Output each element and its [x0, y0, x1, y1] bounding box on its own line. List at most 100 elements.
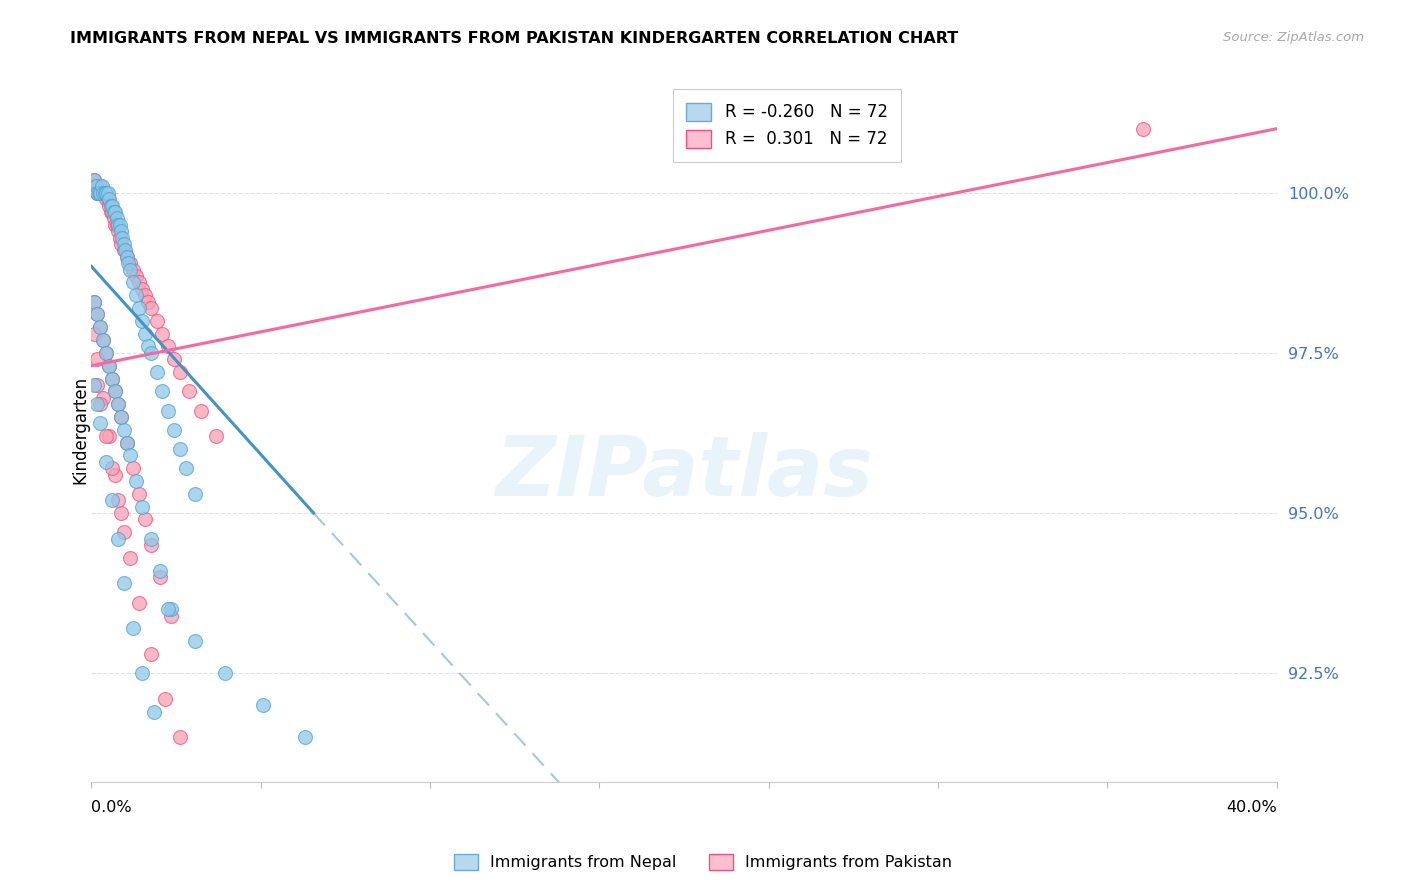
Point [214, 666, 236, 681]
Point [104, 384, 127, 399]
Legend: Immigrants from Nepal, Immigrants from Pakistan: Immigrants from Nepal, Immigrants from P… [447, 847, 959, 877]
Point [83, 294, 105, 309]
Point [115, 435, 138, 450]
Point [112, 525, 135, 540]
Point [90, 179, 112, 194]
Point [121, 621, 143, 635]
Point [108, 230, 131, 244]
Point [91, 333, 114, 347]
Point [97, 186, 120, 200]
Point [98, 192, 121, 206]
Text: ZIPatlas: ZIPatlas [495, 432, 873, 513]
Point [142, 705, 165, 719]
Point [131, 314, 153, 328]
Point [110, 409, 132, 424]
Point [101, 371, 124, 385]
Point [114, 244, 136, 258]
Text: IMMIGRANTS FROM NEPAL VS IMMIGRANTS FROM PAKISTAN KINDERGARTEN CORRELATION CHART: IMMIGRANTS FROM NEPAL VS IMMIGRANTS FROM… [70, 31, 959, 46]
Point [115, 250, 138, 264]
Text: 40.0%: 40.0% [1226, 800, 1277, 815]
Point [83, 294, 105, 309]
Point [107, 397, 129, 411]
Point [163, 423, 186, 437]
Point [89, 179, 111, 194]
Point [131, 282, 153, 296]
Point [294, 730, 316, 744]
Point [157, 602, 180, 616]
Point [86, 308, 108, 322]
Point [83, 326, 105, 341]
Point [86, 397, 108, 411]
Point [163, 352, 186, 367]
Point [160, 608, 183, 623]
Point [134, 288, 156, 302]
Point [86, 186, 108, 200]
Point [157, 403, 180, 417]
Point [83, 173, 105, 187]
Point [89, 320, 111, 334]
Point [169, 365, 191, 379]
Point [148, 570, 170, 584]
Point [157, 339, 180, 353]
Point [89, 397, 111, 411]
Point [89, 320, 111, 334]
Point [98, 198, 121, 212]
Point [145, 365, 167, 379]
Point [139, 301, 162, 315]
Point [110, 409, 132, 424]
Point [252, 698, 274, 713]
Point [125, 268, 148, 283]
Point [84, 179, 107, 194]
Point [98, 359, 121, 373]
Point [128, 596, 150, 610]
Point [93, 186, 115, 200]
Point [96, 346, 118, 360]
Point [105, 218, 128, 232]
Point [152, 326, 174, 341]
Point [103, 211, 125, 226]
Point [136, 294, 159, 309]
Point [100, 198, 122, 212]
Point [139, 346, 162, 360]
Y-axis label: Kindergarten: Kindergarten [72, 376, 89, 483]
Point [97, 192, 120, 206]
Point [101, 198, 124, 212]
Point [128, 276, 150, 290]
Point [110, 224, 132, 238]
Point [115, 435, 138, 450]
Point [98, 429, 121, 443]
Point [179, 384, 201, 399]
Point [108, 218, 131, 232]
Point [91, 186, 114, 200]
Point [110, 237, 132, 252]
Point [118, 262, 141, 277]
Point [83, 173, 105, 187]
Point [152, 384, 174, 399]
Point [128, 301, 150, 315]
Point [86, 308, 108, 322]
Point [118, 550, 141, 565]
Point [139, 538, 162, 552]
Point [111, 230, 134, 244]
Point [115, 250, 138, 264]
Point [91, 391, 114, 405]
Point [86, 186, 108, 200]
Point [86, 378, 108, 392]
Point [107, 397, 129, 411]
Point [107, 218, 129, 232]
Point [93, 186, 115, 200]
Point [139, 532, 162, 546]
Point [103, 205, 125, 219]
Point [110, 506, 132, 520]
Point [83, 378, 105, 392]
Point [104, 205, 127, 219]
Point [155, 691, 177, 706]
Point [101, 461, 124, 475]
Point [90, 186, 112, 200]
Text: 0.0%: 0.0% [91, 800, 132, 815]
Legend: R = -0.260   N = 72, R =  0.301   N = 72: R = -0.260 N = 72, R = 0.301 N = 72 [673, 89, 901, 161]
Point [128, 487, 150, 501]
Point [104, 467, 127, 482]
Point [121, 262, 143, 277]
Point [121, 461, 143, 475]
